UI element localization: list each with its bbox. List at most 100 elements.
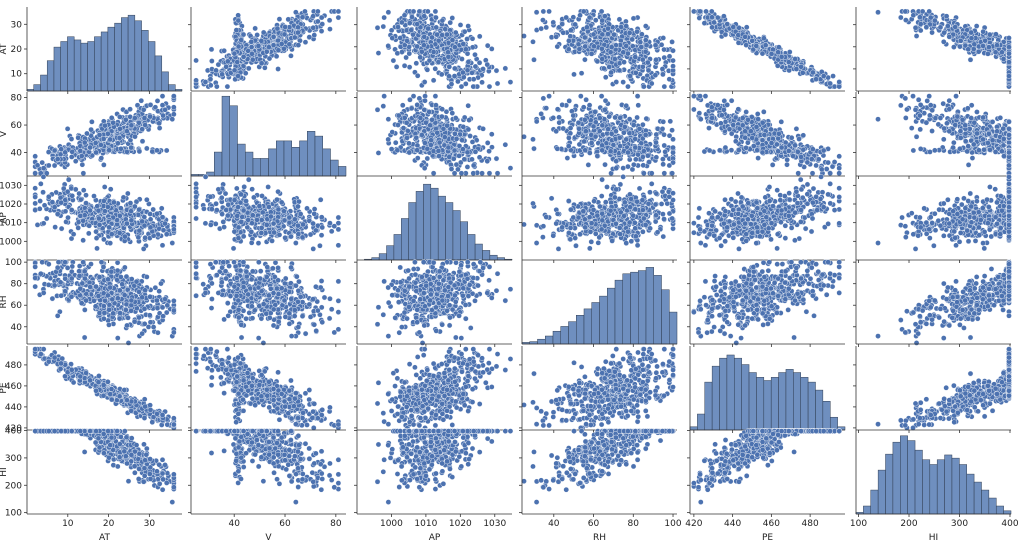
scatter-point	[601, 65, 607, 72]
scatter-point	[385, 116, 392, 122]
scatter-point	[982, 37, 988, 44]
scatter-point	[79, 161, 86, 168]
scatter-point	[432, 65, 439, 72]
scatter-point	[406, 140, 412, 147]
scatter-point	[275, 66, 281, 72]
scatter-point	[424, 145, 431, 152]
scatter-point	[207, 76, 214, 82]
scatter-point	[992, 49, 999, 56]
hist-bar	[260, 158, 269, 177]
scatter-point	[749, 38, 756, 44]
scatter-point	[556, 119, 563, 126]
scatter-point	[193, 57, 199, 64]
scatter-point	[645, 67, 652, 74]
scatter-point	[274, 25, 281, 32]
scatter-point	[463, 46, 469, 53]
scatter-point	[434, 31, 440, 38]
scatter-point	[623, 18, 629, 25]
hist-bar	[154, 55, 163, 92]
scatter-point	[708, 8, 715, 15]
hist-bar	[73, 39, 82, 92]
scatter-point	[169, 116, 176, 122]
scatter-point	[967, 56, 974, 63]
scatter-point	[299, 14, 306, 21]
scatter-point	[394, 147, 401, 154]
scatter-point	[607, 148, 614, 155]
hist-bar	[141, 30, 149, 92]
scatter-point	[469, 139, 476, 145]
scatter-point	[388, 27, 395, 34]
scatter-point	[709, 14, 715, 21]
scatter-point	[553, 34, 560, 40]
scatter-point	[414, 21, 420, 27]
scatter-point	[785, 59, 792, 65]
scatter-point	[476, 59, 483, 66]
scatter-point	[476, 154, 483, 161]
scatter-point	[582, 34, 588, 41]
scatter-point	[697, 93, 703, 99]
scatter-point	[661, 54, 668, 61]
scatter-point	[559, 102, 565, 108]
scatter-point	[836, 170, 842, 177]
scatter-point	[799, 70, 806, 76]
scatter-point	[795, 170, 802, 177]
scatter-point	[599, 17, 606, 24]
hist-bar	[161, 71, 169, 92]
scatter-point	[759, 149, 766, 156]
hist-bar	[67, 36, 75, 92]
scatter-point	[550, 115, 557, 121]
scatter-point	[728, 97, 735, 104]
scatter-point	[571, 71, 577, 78]
scatter-point	[470, 83, 477, 90]
scatter-point	[235, 43, 242, 50]
scatter-point	[430, 77, 437, 84]
scatter-point	[451, 65, 458, 72]
scatter-point	[784, 156, 790, 163]
scatter-point	[163, 147, 170, 154]
scatter-point	[910, 12, 917, 19]
scatter-point	[315, 8, 321, 15]
scatter-point	[96, 132, 103, 138]
scatter-point	[403, 119, 410, 126]
scatter-point	[745, 139, 751, 146]
scatter-point	[605, 25, 611, 32]
scatter-point	[436, 139, 443, 146]
scatter-point	[625, 163, 631, 170]
scatter-point	[399, 102, 406, 109]
scatter-point	[494, 170, 501, 177]
scatter-point	[636, 125, 643, 132]
scatter-point	[34, 162, 41, 169]
scatter-point	[952, 24, 959, 30]
scatter-point	[460, 124, 467, 130]
scatter-point	[408, 105, 415, 112]
scatter-point	[452, 115, 459, 121]
scatter-point	[281, 31, 288, 38]
scatter-point	[917, 27, 924, 34]
hist-bar	[33, 84, 41, 92]
scatter-point	[733, 138, 739, 145]
scatter-point	[254, 32, 260, 38]
hist-bar	[134, 20, 142, 92]
scatter-point	[666, 162, 673, 169]
scatter-point	[620, 79, 626, 85]
scatter-point	[912, 24, 919, 31]
scatter-point	[576, 126, 582, 132]
scatter-point	[598, 8, 605, 15]
scatter-point	[724, 21, 731, 27]
scatter-point	[902, 8, 909, 15]
panel-V-HI	[853, 92, 1012, 179]
scatter-point	[748, 128, 754, 134]
scatter-point	[776, 130, 782, 137]
hist-bar	[214, 151, 223, 177]
scatter-point	[494, 80, 501, 87]
scatter-point	[128, 122, 135, 129]
scatter-point	[311, 32, 318, 38]
scatter-point	[1006, 50, 1012, 57]
scatter-point	[691, 93, 697, 99]
scatter-point	[640, 154, 646, 160]
scatter-point	[753, 124, 760, 130]
scatter-point	[459, 137, 465, 143]
scatter-point	[626, 116, 633, 122]
scatter-point	[240, 53, 247, 60]
scatter-point	[634, 93, 641, 99]
